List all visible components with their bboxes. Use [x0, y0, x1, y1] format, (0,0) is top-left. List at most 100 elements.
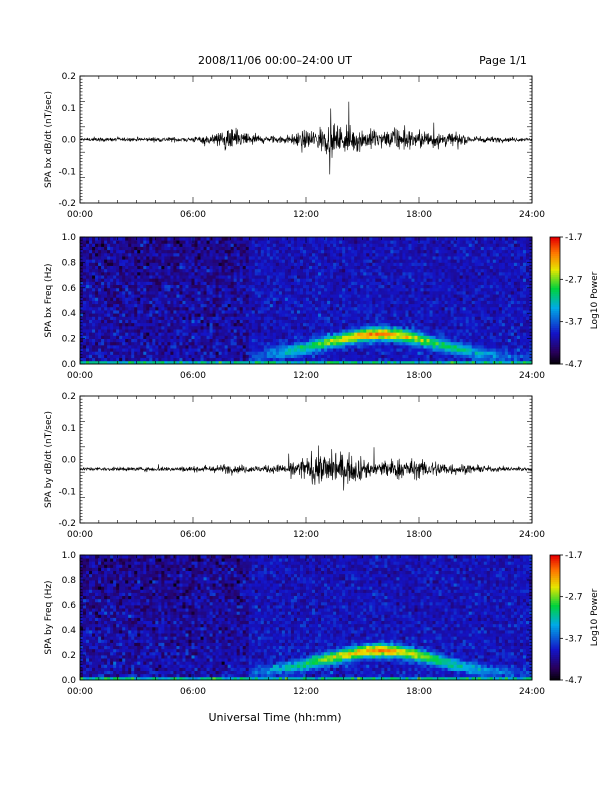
spectrogram-cell — [333, 313, 336, 317]
spectrogram-cell — [182, 316, 185, 320]
spectrogram-cell — [399, 294, 402, 298]
spectrogram-cell — [89, 342, 92, 346]
spectrogram-cell — [372, 335, 375, 339]
spectrogram-cell — [342, 351, 345, 355]
spectrogram-cell — [324, 272, 327, 276]
spectrogram-cell — [330, 250, 333, 254]
spectrogram-cell — [125, 240, 128, 244]
spectrogram-cell — [427, 307, 430, 311]
spectrogram-cell — [282, 256, 285, 260]
spectrogram-cell — [140, 259, 143, 263]
spectrogram-cell — [261, 313, 264, 317]
spectrogram-cell — [240, 294, 243, 298]
spectrogram-cell — [309, 297, 312, 301]
spectrogram-cell — [125, 329, 128, 333]
spectrogram-cell — [267, 250, 270, 254]
spectrogram-cell — [333, 323, 336, 327]
spectrogram-cell — [396, 237, 399, 241]
spectrogram-cell — [396, 266, 399, 270]
spectrogram-cell — [375, 345, 378, 349]
spectrogram-cell — [258, 253, 261, 257]
spectrogram-cell — [270, 358, 273, 362]
spectrogram-cell — [158, 281, 161, 285]
spectrogram-cell — [330, 358, 333, 362]
spectrogram-cell — [204, 285, 207, 289]
spectrogram-cell — [161, 335, 164, 339]
spectrogram-cell — [167, 278, 170, 282]
spectrogram-cell — [396, 335, 399, 339]
spectrogram-cell — [231, 272, 234, 276]
spectrogram-cell — [303, 285, 306, 289]
spectrogram-cell — [393, 294, 396, 298]
spectrogram-cell — [294, 278, 297, 282]
spectrogram-cell — [411, 269, 414, 273]
spectrogram-cell — [167, 354, 170, 358]
spectrogram-cell — [116, 266, 119, 270]
spectrogram-cell — [149, 304, 152, 308]
spectrogram-cell — [291, 285, 294, 289]
spectrogram-cell — [149, 301, 152, 305]
spectrogram-cell — [201, 342, 204, 346]
spectrogram-cell — [270, 272, 273, 276]
spectrogram-cell — [161, 262, 164, 266]
spectrogram-cell — [399, 250, 402, 254]
spectrogram-cell — [213, 259, 216, 263]
spectrogram-cell — [195, 354, 198, 358]
spectrogram-cell — [300, 237, 303, 241]
spectrogram-cell — [384, 259, 387, 263]
spectrogram-cell — [309, 262, 312, 266]
spectrogram-cell — [83, 339, 86, 343]
spectrogram-cell — [198, 354, 201, 358]
spectrogram-cell — [327, 301, 330, 305]
spectrogram-cell — [134, 316, 137, 320]
spectrogram-cell — [198, 278, 201, 282]
spectrogram-cell — [258, 323, 261, 327]
spectrogram-cell — [234, 316, 237, 320]
spectrogram-cell — [442, 339, 445, 343]
spectrogram-cell — [330, 288, 333, 292]
spectrogram-cell — [414, 250, 417, 254]
spectrogram-cell — [158, 266, 161, 270]
spectrogram-cell — [363, 240, 366, 244]
spectrogram-cell — [402, 342, 405, 346]
spectrogram-cell — [339, 288, 342, 292]
spectrogram-cell — [83, 278, 86, 282]
spectrogram-cell — [101, 358, 104, 362]
spectrogram-cell — [119, 297, 122, 301]
spectrogram-cell — [396, 288, 399, 292]
spectrogram-cell — [360, 288, 363, 292]
spectrogram-cell — [92, 316, 95, 320]
spectrogram-cell — [294, 253, 297, 257]
spectrogram-cell — [436, 301, 439, 305]
spectrogram-cell — [228, 262, 231, 266]
spectrogram-cell — [122, 310, 125, 314]
spectrogram-cell — [258, 354, 261, 358]
spectrogram-cell — [294, 256, 297, 260]
spectrogram-cell — [261, 285, 264, 289]
spectrogram-cell — [107, 297, 110, 301]
spectrogram-cell — [134, 237, 137, 241]
spectrogram-cell — [143, 250, 146, 254]
spectrogram-cell — [288, 358, 291, 362]
spectrogram-cell — [366, 304, 369, 308]
spectrogram-cell — [237, 240, 240, 244]
spectrogram-cell — [303, 294, 306, 298]
spectrogram-cell — [83, 358, 86, 362]
spectrogram-cell — [300, 272, 303, 276]
spectrogram-cell — [198, 320, 201, 324]
spectrogram-cell — [357, 294, 360, 298]
spectrogram-cell — [131, 354, 134, 358]
spectrogram-cell — [408, 237, 411, 241]
spectrogram-cell — [107, 294, 110, 298]
spectrogram-cell — [390, 310, 393, 314]
spectrogram-cell — [387, 262, 390, 266]
spectrogram-cell — [411, 240, 414, 244]
spectrogram-cell — [372, 320, 375, 324]
spectrogram-cell — [279, 262, 282, 266]
spectrogram-cell — [430, 240, 433, 244]
spectrogram-cell — [86, 243, 89, 247]
spectrogram-cell — [210, 351, 213, 355]
spectrogram-cell — [378, 339, 381, 343]
spectrogram-cell — [288, 266, 291, 270]
spectrogram-cell — [366, 262, 369, 266]
